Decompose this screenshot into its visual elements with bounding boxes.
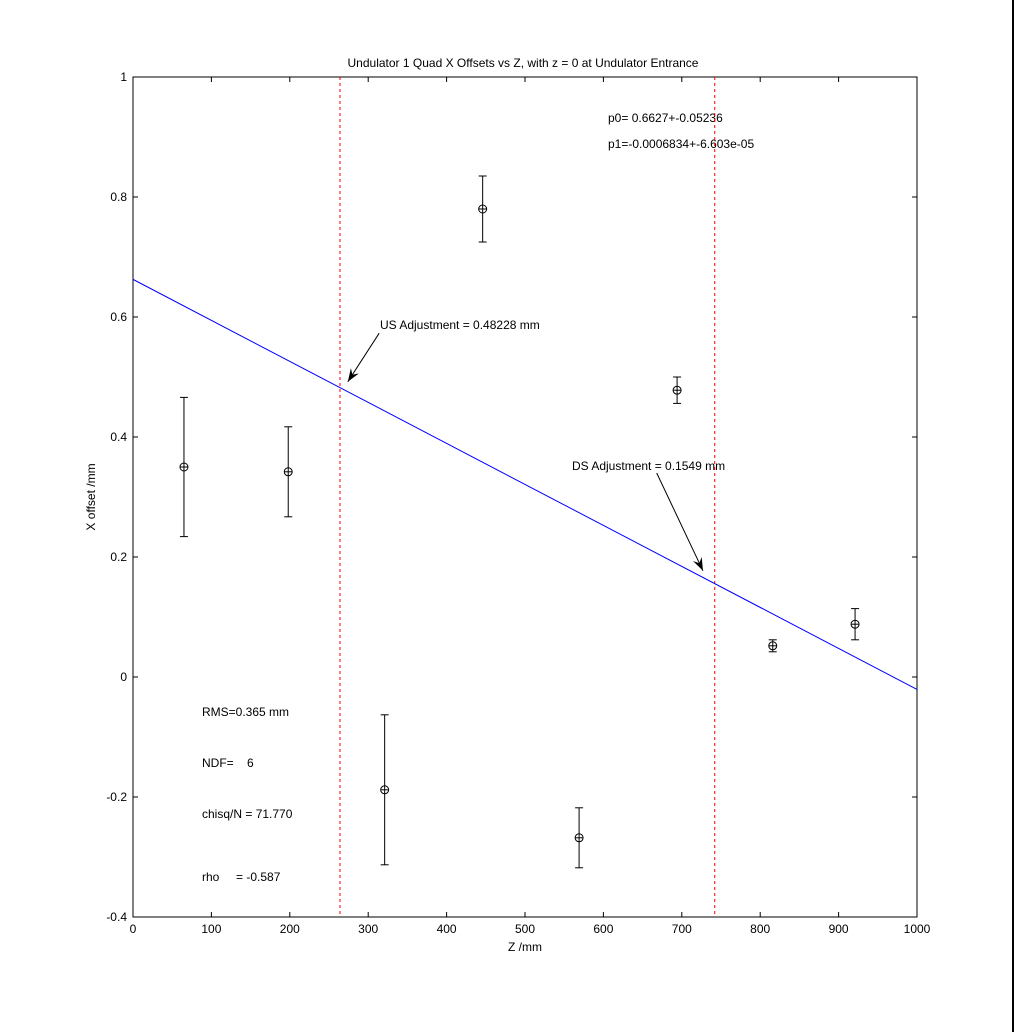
arrowhead	[693, 556, 703, 571]
x-tick-label: 800	[750, 922, 770, 936]
x-tick-label: 200	[280, 922, 300, 936]
y-tick-label: 0.2	[110, 550, 127, 564]
window-edge	[1012, 0, 1014, 1032]
x-tick-label: 100	[201, 922, 221, 936]
x-tick-label: 0	[130, 922, 137, 936]
x-tick-label: 900	[829, 922, 849, 936]
data-point	[380, 714, 390, 866]
x-tick-label: 300	[358, 922, 378, 936]
x-tick-label: 600	[593, 922, 613, 936]
annotation-ds: DS Adjustment = 0.1549 mm	[572, 459, 725, 473]
data-point	[768, 639, 778, 653]
annotation-us: US Adjustment = 0.48228 mm	[380, 318, 540, 332]
plot-frame	[132, 76, 918, 918]
x-tick-label: 700	[672, 922, 692, 936]
stat-rho: rho = -0.587	[202, 870, 281, 884]
x-tick-label: 1000	[904, 922, 931, 936]
stat-ndf: NDF= 6	[202, 756, 254, 770]
data-point	[574, 807, 584, 869]
data-point	[850, 608, 860, 641]
y-tick-label: 1	[120, 70, 127, 84]
y-tick-label: 0	[120, 670, 127, 684]
annotation-arrow	[347, 332, 380, 383]
y-tick-label: 0.8	[110, 190, 127, 204]
arrowhead	[347, 368, 359, 382]
y-tick-label: -0.4	[106, 910, 127, 924]
stat-rms: RMS=0.365 mm	[202, 705, 289, 719]
x-tick-label: 400	[437, 922, 457, 936]
y-axis-label: X offset /mm	[84, 463, 98, 530]
stat-chisq: chisq/N = 71.770	[202, 807, 293, 821]
data-point	[179, 396, 189, 538]
fit-line	[132, 278, 918, 690]
fit-param-p1: p1=-0.0006834+-6.603e-05	[608, 137, 754, 151]
fit-param-p0: p0= 0.6627+-0.05236	[608, 111, 723, 125]
chart-title: Undulator 1 Quad X Offsets vs Z, with z …	[348, 56, 699, 70]
x-tick-label: 500	[515, 922, 535, 936]
y-tick-label: 0.6	[110, 310, 127, 324]
y-tick-label: 0.4	[110, 430, 127, 444]
x-axis-label: Z /mm	[508, 940, 542, 954]
data-point	[672, 376, 682, 404]
data-point	[478, 175, 488, 243]
data-point	[283, 426, 293, 518]
annotation-arrow	[656, 472, 704, 572]
y-tick-label: -0.2	[106, 790, 127, 804]
